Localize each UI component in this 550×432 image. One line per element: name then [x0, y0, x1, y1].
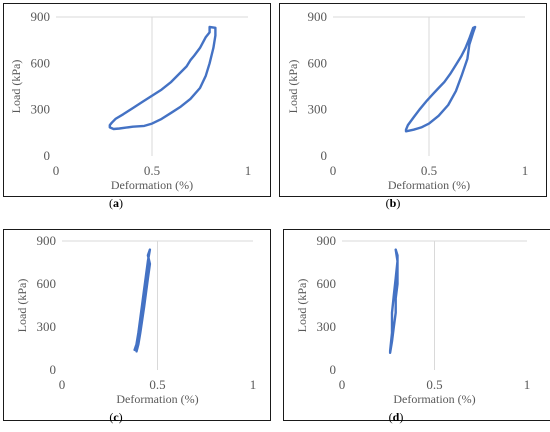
- x-tick-label: 1: [245, 163, 252, 178]
- panel-caption-letter: c: [113, 410, 119, 424]
- y-tick-label: 300: [31, 102, 51, 117]
- x-tick-label: 0: [339, 377, 346, 392]
- chart-panel-b: 0 300 600 900 0 0.5 1 Deformation (%) Load (kPa): [279, 3, 547, 197]
- x-tick-label: 0.5: [426, 377, 442, 392]
- panel-caption-letter: b: [389, 196, 397, 210]
- y-tick-label: 600: [37, 276, 57, 291]
- series-line-a: [108, 25, 217, 131]
- x-tick-label: 0: [59, 377, 66, 392]
- series-line-c: [133, 248, 152, 353]
- y-tick-label: 300: [308, 102, 328, 117]
- y-tick-label: 900: [317, 233, 337, 248]
- x-tick-label: 0.5: [149, 377, 165, 392]
- y-tick-label: 0: [44, 148, 51, 163]
- chart-svg-d: 0 300 600 900 0 0.5 1 Deformation (%) Load (kPa): [295, 233, 531, 406]
- y-tick-label: 0: [50, 362, 57, 377]
- x-axis-label: Deformation (%): [116, 392, 198, 406]
- y-tick-label: 900: [37, 233, 57, 248]
- y-axis-label: Load (kPa): [295, 279, 309, 333]
- panel-caption-letter: a: [113, 196, 119, 210]
- panel-caption-b: (b): [385, 196, 401, 210]
- panel-caption-letter: d: [392, 410, 400, 424]
- y-axis-label: Load (kPa): [9, 60, 23, 114]
- x-tick-label: 0: [53, 163, 60, 178]
- x-tick-label: 0: [330, 163, 337, 178]
- x-axis-label: Deformation (%): [111, 178, 193, 192]
- y-tick-label: 600: [317, 276, 337, 291]
- x-tick-label: 0.5: [421, 163, 437, 178]
- chart-svg-a: 0 300 600 900 0 0.5 1 Deformation (%) Load (kPa): [9, 9, 252, 192]
- chart-panel-d: 0 300 600 900 0 0.5 1 Deformation (%) Load (kPa): [283, 229, 550, 421]
- x-axis-label: Deformation (%): [393, 392, 475, 406]
- y-tick-label: 600: [308, 55, 328, 70]
- y-tick-label: 300: [37, 319, 57, 334]
- panel-caption-d: (d): [388, 410, 404, 424]
- x-tick-label: 1: [522, 163, 529, 178]
- y-axis-label: Load (kPa): [15, 279, 29, 333]
- y-axis-label: Load (kPa): [286, 60, 300, 114]
- panel-caption-c: (c): [109, 410, 123, 424]
- y-tick-label: 900: [31, 9, 51, 24]
- y-tick-label: 300: [317, 319, 337, 334]
- y-tick-label: 600: [31, 55, 51, 70]
- y-tick-label: 0: [321, 148, 328, 163]
- chart-panel-a: 0 300 600 900 0 0.5 1 Deformation (%) Load (kPa): [3, 3, 271, 197]
- y-tick-label: 0: [330, 362, 337, 377]
- x-tick-label: 0.5: [144, 163, 160, 178]
- x-axis-label: Deformation (%): [388, 178, 470, 192]
- series-line-b: [404, 25, 477, 133]
- series-line-d: [388, 248, 399, 355]
- x-tick-label: 1: [524, 377, 531, 392]
- panel-caption-a: (a): [109, 196, 123, 210]
- y-tick-label: 900: [308, 9, 328, 24]
- chart-svg-b: 0 300 600 900 0 0.5 1 Deformation (%) Load (kPa): [286, 9, 529, 192]
- chart-panel-c: 0 300 600 900 0 0.5 1 Deformation (%) Load (kPa): [3, 229, 271, 421]
- x-tick-label: 1: [250, 377, 257, 392]
- chart-svg-c: 0 300 600 900 0 0.5 1 Deformation (%) Load (kPa): [15, 233, 257, 406]
